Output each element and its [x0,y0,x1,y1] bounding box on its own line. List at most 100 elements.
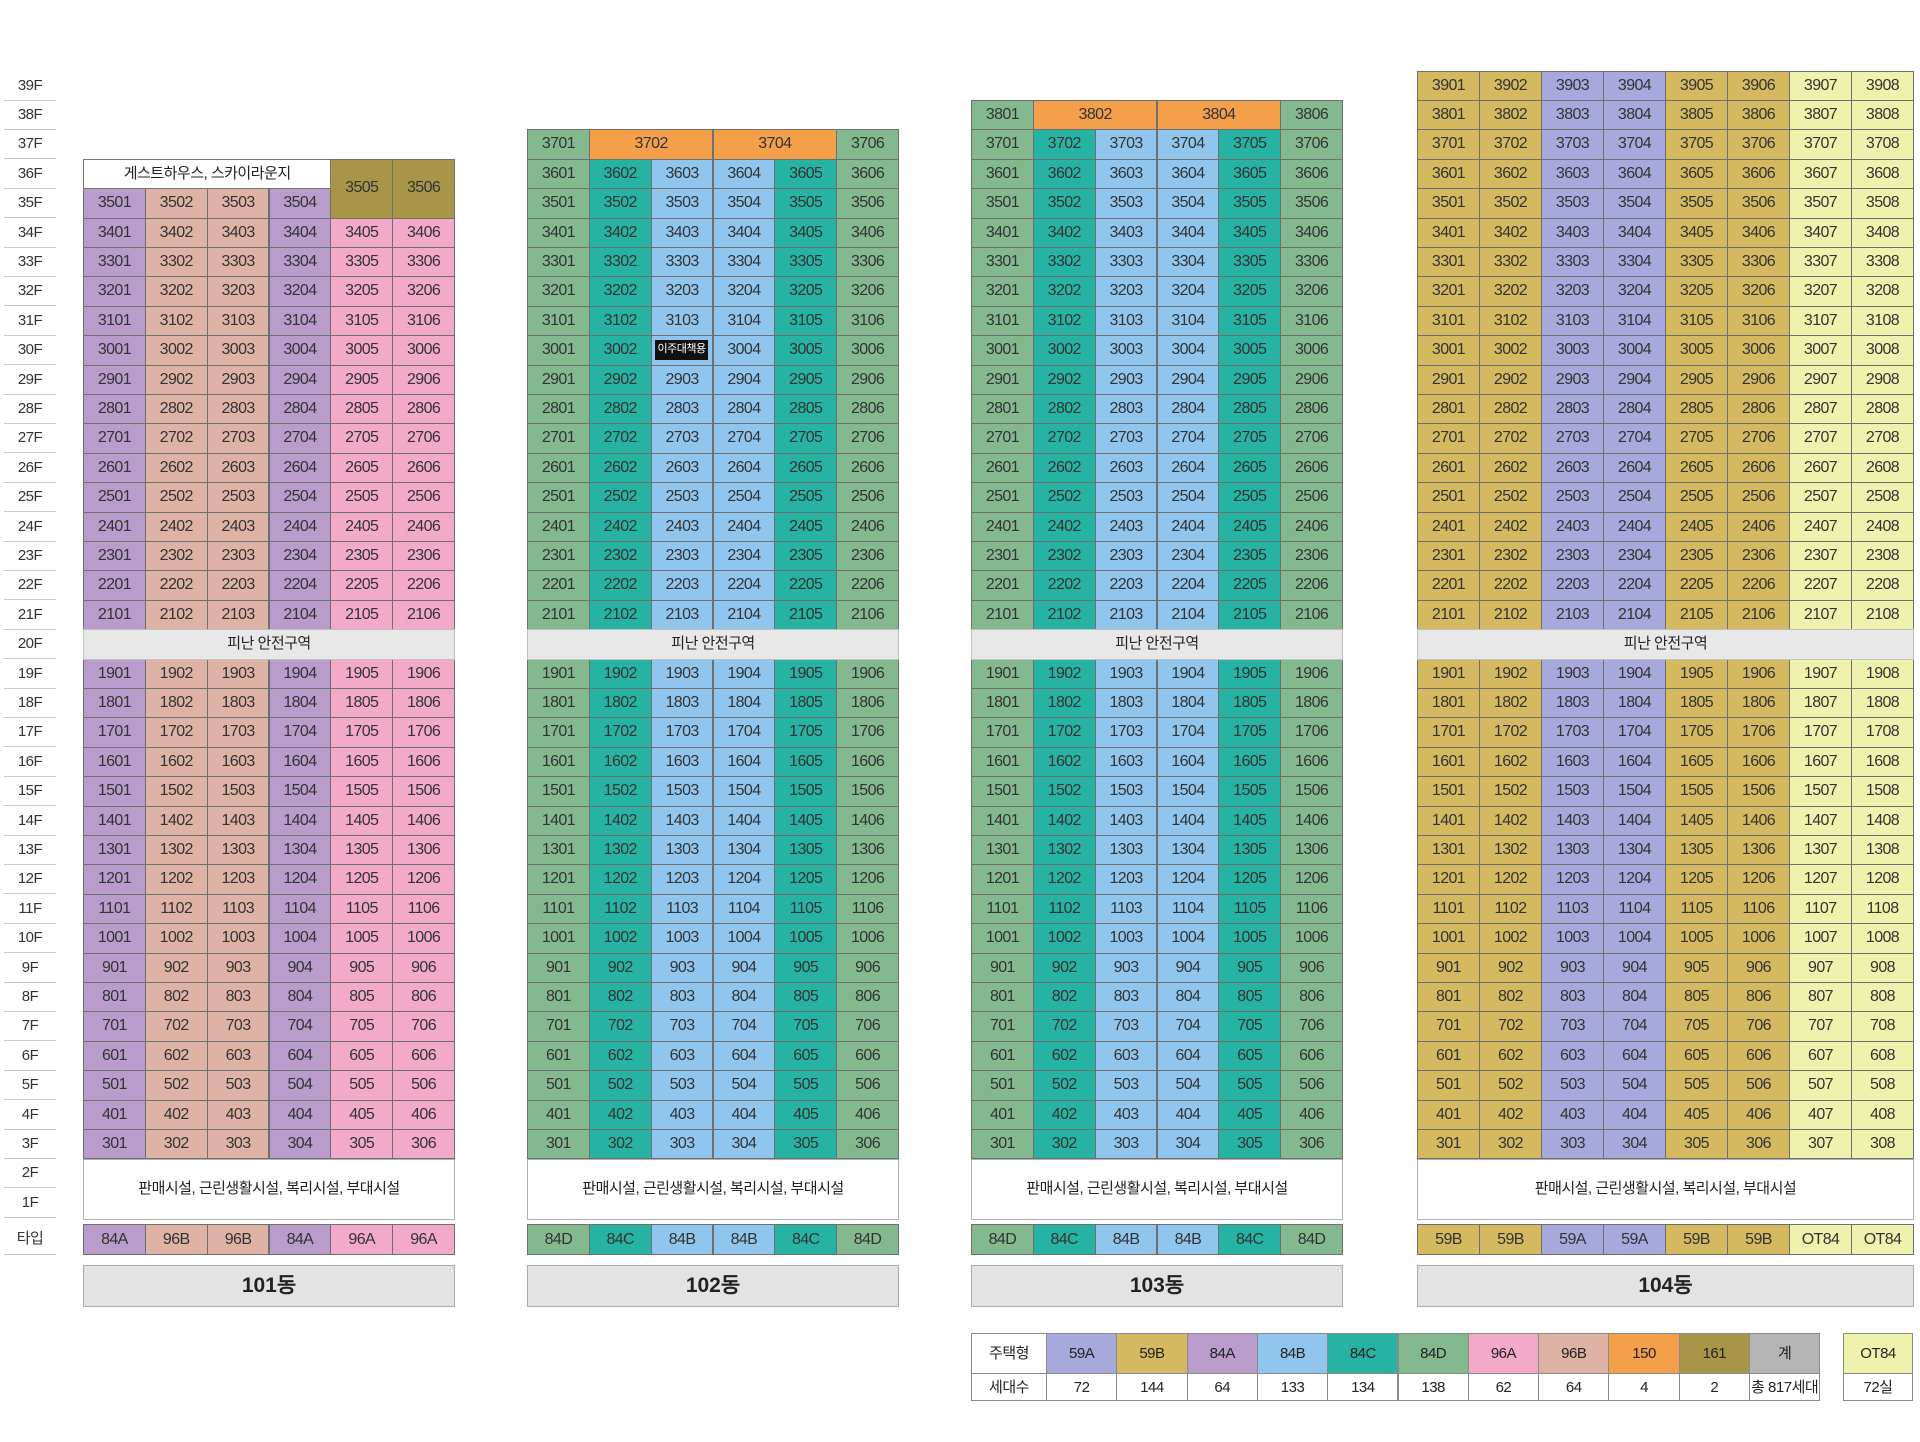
unit-cell: 1206 [836,864,899,895]
unit-cell: 3401 [527,217,590,248]
type-cell: 84C [774,1224,838,1255]
unit-cell: 1605 [1218,746,1282,778]
unit-cell: 306 [392,1129,455,1160]
unit-cell: 1806 [836,688,899,719]
unit-cell: 401 [971,1099,1034,1130]
type-cell: 84D [1280,1224,1343,1255]
unit-cell: 2401 [527,511,590,542]
unit-cell: 2601 [971,452,1034,484]
unit-cell: 2706 [1727,423,1790,454]
unit-cell: 3307 [1789,247,1852,278]
unit-cell: 2303 [650,541,714,572]
unit-cell: 803 [1094,982,1158,1013]
unit-cell: 3402 [144,217,208,248]
unit-cell: 1802 [1032,688,1096,719]
unit-cell: 3003 [1094,335,1158,366]
unit-cell: 2204 [1156,570,1220,601]
unit-cell: 606 [836,1040,899,1072]
unit-cell: 403 [1094,1099,1158,1130]
unit-cell: 2305 [330,541,394,572]
unit-cell: 2703 [206,423,270,454]
unit-cell: 1805 [774,688,838,719]
unit-cell: 1907 [1789,658,1852,689]
unit-cell: 3603 [1541,158,1604,190]
unit-cell: 406 [392,1099,455,1130]
unit-cell: 2906 [1280,364,1343,395]
unit-cell: 1904 [1156,658,1220,689]
unit-cell: 1504 [1603,776,1666,807]
unit-cell: 3507 [1789,188,1852,219]
unit-cell: 802 [1479,982,1542,1013]
unit-cell: 907 [1789,952,1852,983]
unit-cell: 3402 [1479,217,1542,248]
unit-cell: 3205 [774,276,838,307]
unit-cell: 705 [774,1011,838,1042]
unit-cell: 2303 [206,541,270,572]
unit-cell: 2204 [1603,570,1666,601]
unit-cell: 2304 [1603,541,1666,572]
unit-cell: 3206 [1727,276,1790,307]
unit-cell: 3502 [588,188,652,219]
unit-cell: 2308 [1851,541,1914,572]
unit-cell: 3303 [206,247,270,278]
unit-cell: 2102 [1479,599,1542,631]
unit-cell: 3503 [1094,188,1158,219]
unit-cell: 1404 [712,805,776,836]
unit-cell: 805 [330,982,394,1013]
unit-cell: 1606 [392,746,455,778]
unit-cell: 306 [1280,1129,1343,1160]
unit-cell: 3005 [774,335,838,366]
unit-cell: 2502 [1032,482,1096,513]
unit-cell: 3202 [1479,276,1542,307]
unit-cell: 2102 [588,599,652,631]
unit-cell: 3004 [1156,335,1220,366]
legend-count: 2 [1678,1373,1750,1401]
unit-cell: 3803 [1541,100,1604,131]
unit-cell: 1704 [1603,717,1666,748]
unit-cell: 903 [650,952,714,983]
unit-cell: 2702 [144,423,208,454]
unit-cell: 2806 [392,394,455,425]
unit-cell: 2201 [527,570,590,601]
unit-cell: 1003 [1541,923,1604,954]
unit-cell: 304 [1156,1129,1220,1160]
legend-header-count: 세대수 [971,1373,1047,1401]
unit-cell: 3201 [1417,276,1480,307]
unit-cell: 606 [1727,1040,1790,1072]
unit-cell: 2507 [1789,482,1852,513]
unit-cell: 1701 [971,717,1034,748]
type-cell: 59A [1603,1224,1666,1255]
unit-cell: 2402 [1479,511,1542,542]
unit-cell: 1103 [650,893,714,925]
unit-cell: 3204 [268,276,332,307]
unit-cell: 1701 [1417,717,1480,748]
unit-cell: 2902 [144,364,208,395]
unit-cell: 1801 [83,688,146,719]
unit-cell: 1706 [1280,717,1343,748]
unit-cell: 307 [1789,1129,1852,1160]
floor-label: 26F [4,453,56,483]
unit-cell: 601 [1417,1040,1480,1072]
unit-cell: 3005 [1218,335,1282,366]
unit-cell: 2102 [144,599,208,631]
unit-cell: 1903 [1094,658,1158,689]
unit-cell: 301 [971,1129,1034,1160]
unit-cell: 2408 [1851,511,1914,542]
floor-label: 27F [4,423,56,454]
unit-cell: 705 [1218,1011,1282,1042]
unit-cell: 1106 [1727,893,1790,925]
unit-cell: 1805 [330,688,394,719]
unit-cell: 2908 [1851,364,1914,395]
unit-cell: 2101 [83,599,146,631]
unit-cell: 2601 [83,452,146,484]
unit-cell: 2201 [1417,570,1480,601]
unit-cell: 508 [1851,1070,1914,1101]
unit-cell: 702 [144,1011,208,1042]
unit-cell: 1008 [1851,923,1914,954]
unit-cell: 2202 [588,570,652,601]
unit-cell-special: 3801 [971,100,1034,131]
unit-cell: 2806 [1727,394,1790,425]
commercial-band: 판매시설, 근린생활시설, 복리시설, 부대시설 [527,1159,899,1221]
floor-label: 24F [4,512,56,542]
unit-cell: 1804 [1603,688,1666,719]
